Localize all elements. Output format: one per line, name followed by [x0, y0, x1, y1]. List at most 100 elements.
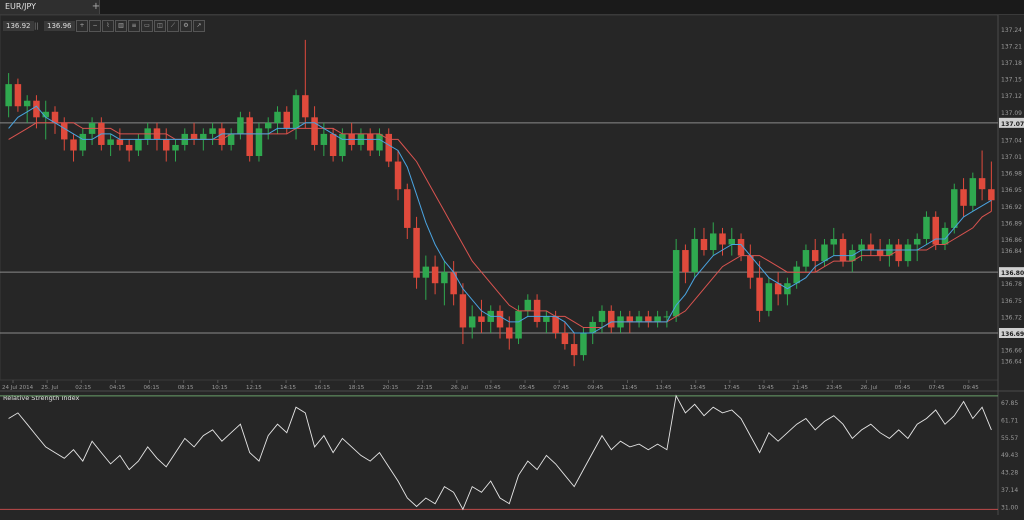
candle-body	[802, 250, 810, 267]
candle-icon[interactable]: ▥	[115, 20, 127, 32]
candle-body	[700, 238, 708, 251]
price-tick-label: 137.09	[1001, 110, 1022, 117]
candle-body	[709, 233, 717, 251]
candle-body	[496, 310, 504, 328]
candle-body	[431, 266, 439, 284]
candle-body	[450, 272, 457, 295]
candle-body	[329, 133, 337, 157]
candle-body	[951, 189, 958, 228]
rsi-tick-label: 43.28	[1001, 470, 1018, 477]
candle-body	[70, 139, 77, 151]
candle-body	[969, 178, 977, 206]
candle-body	[719, 233, 726, 245]
candle-body	[283, 111, 291, 129]
candle-body	[941, 227, 949, 245]
candle-body	[422, 266, 430, 278]
candle-body	[524, 299, 532, 311]
candle-body	[107, 139, 114, 145]
template-icon[interactable]: ◫	[154, 20, 166, 32]
price-tick-label: 136.89	[1001, 220, 1022, 227]
price-tick-label: 137.15	[1001, 77, 1022, 84]
candle-body	[793, 266, 800, 284]
candle-body	[246, 117, 253, 157]
candle-body	[5, 84, 12, 107]
zoom-in-icon[interactable]: +	[76, 20, 88, 32]
time-tick-label: 07:45	[929, 385, 945, 391]
candle-body	[255, 128, 263, 157]
time-tick-label: 25. Jul	[41, 385, 59, 391]
time-tick-label: 02:15	[75, 385, 91, 391]
share-icon[interactable]: ↗	[193, 20, 205, 32]
zoom-out-icon[interactable]: −	[89, 20, 101, 32]
candle-body	[988, 189, 995, 201]
candle-body	[459, 294, 467, 328]
time-tick-label: 19:45	[758, 385, 774, 391]
candle-body	[116, 139, 124, 145]
time-tick-label: 18:15	[348, 385, 364, 391]
candle-body	[932, 216, 939, 245]
price-level-badge	[999, 267, 1024, 278]
candle-body	[552, 316, 559, 333]
candle-body	[385, 133, 392, 162]
candle-body	[608, 310, 615, 328]
time-tick-label: 04:15	[109, 385, 125, 391]
indicators-icon[interactable]: ≡	[128, 20, 140, 32]
candle-body	[339, 133, 346, 157]
line-tool-icon[interactable]: ⟋	[167, 20, 179, 32]
candle-body	[51, 111, 59, 123]
price-tick-label: 136.78	[1001, 281, 1022, 288]
quote-separator-icon: ||	[34, 22, 39, 30]
time-tick-label: 09:45	[963, 385, 979, 391]
time-tick-label: 24 Jul 2014	[2, 385, 34, 391]
price-level-label: 136.69	[1001, 331, 1024, 338]
candle-body	[774, 283, 782, 295]
candle-body	[691, 238, 698, 273]
time-tick-label: 03:45	[485, 385, 501, 391]
chart-type-icon[interactable]: ⌇	[102, 20, 114, 32]
candle-body	[506, 327, 513, 339]
price-tick-label: 137.01	[1001, 154, 1022, 161]
drawing-icon[interactable]: ▭	[141, 20, 153, 32]
candle-body	[960, 189, 967, 206]
time-tick-label: 13:45	[656, 385, 672, 391]
candle-body	[190, 133, 198, 140]
candle-body	[821, 244, 828, 262]
rsi-tick-label: 31.00	[1001, 504, 1018, 511]
candle-body	[441, 272, 448, 284]
candle-body	[320, 133, 328, 145]
add-tab-button[interactable]: +	[91, 1, 101, 12]
candle-body	[413, 227, 420, 278]
time-tick-label: 15:45	[690, 385, 706, 391]
candle-body	[598, 310, 606, 322]
candle-body	[747, 255, 754, 278]
candle-body	[543, 316, 550, 322]
candle-body	[366, 133, 374, 151]
settings-icon[interactable]: ⚙	[180, 20, 192, 32]
candle-body	[756, 277, 763, 311]
price-tick-label: 136.66	[1001, 348, 1022, 355]
candle-body	[561, 332, 569, 345]
time-tick-label: 14:15	[280, 385, 296, 391]
rsi-tick-label: 67.85	[1001, 400, 1018, 407]
price-tick-label: 137.04	[1001, 137, 1022, 144]
candle-body	[376, 133, 383, 151]
candle-body	[682, 250, 689, 273]
price-tick-label: 136.64	[1001, 359, 1022, 366]
candle-body	[478, 316, 485, 322]
candle-body	[635, 316, 643, 322]
time-tick-label: 11:45	[621, 385, 637, 391]
time-tick-label: 05:45	[895, 385, 911, 391]
price-tick-label: 136.84	[1001, 248, 1022, 255]
time-tick-label: 17:45	[724, 385, 740, 391]
time-tick-label: 23:45	[826, 385, 842, 391]
rsi-tick-label: 49.43	[1001, 452, 1018, 459]
candle-body	[663, 316, 671, 318]
tab-eurjpy[interactable]: EUR/JPY	[0, 0, 100, 14]
price-tick-label: 137.18	[1001, 60, 1022, 67]
candle-body	[292, 95, 300, 129]
price-level-badge	[999, 117, 1024, 128]
candle-body	[209, 128, 216, 134]
price-level-label: 136.80	[1001, 270, 1024, 277]
candle-body	[515, 310, 522, 339]
